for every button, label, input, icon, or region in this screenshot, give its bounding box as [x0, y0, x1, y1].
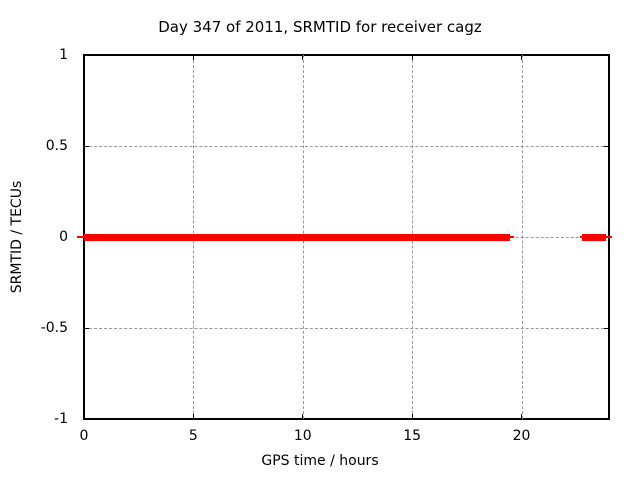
x-tick-mark-top	[411, 55, 413, 60]
y-tick-label: -0.5	[40, 320, 68, 336]
x-tick-label: 5	[188, 428, 198, 444]
h-gridline	[84, 146, 609, 147]
y-tick-label: 0.5	[45, 138, 68, 154]
y-tick-mark	[84, 145, 89, 147]
x-tick-mark	[192, 414, 194, 419]
data-segment	[84, 234, 511, 241]
x-tick-mark-top	[302, 55, 304, 60]
x-tick-label: 20	[512, 428, 531, 444]
plot-area	[77, 54, 613, 420]
x-tick-mark	[411, 414, 413, 419]
x-tick-mark	[521, 414, 522, 419]
x-tick-label: 0	[79, 428, 89, 444]
x-tick-label: 10	[293, 428, 312, 444]
data-segment	[582, 234, 607, 241]
x-tick-mark	[302, 414, 304, 419]
y-tick-mark-right	[604, 54, 609, 56]
y-tick-mark	[84, 418, 89, 420]
y-tick-mark-right	[604, 145, 609, 147]
x-tick-mark-top	[192, 55, 194, 60]
x-tick-label: 15	[403, 428, 422, 444]
y-tick-label: 1	[59, 47, 68, 63]
y-tick-mark-right	[604, 327, 609, 329]
h-gridline	[84, 328, 609, 329]
y-tick-mark-right	[604, 418, 609, 420]
x-tick-mark-top	[521, 55, 522, 60]
y-tick-mark	[84, 327, 89, 329]
y-tick-mark	[84, 54, 89, 56]
x-tick-mark	[83, 414, 85, 419]
y-tick-label: -1	[54, 411, 68, 427]
x-axis-label: GPS time / hours	[261, 453, 379, 469]
x-tick-mark-top	[83, 55, 85, 60]
y-tick-label: 0	[59, 229, 68, 245]
chart-title: Day 347 of 2011, SRMTID for receiver cag…	[158, 18, 482, 36]
